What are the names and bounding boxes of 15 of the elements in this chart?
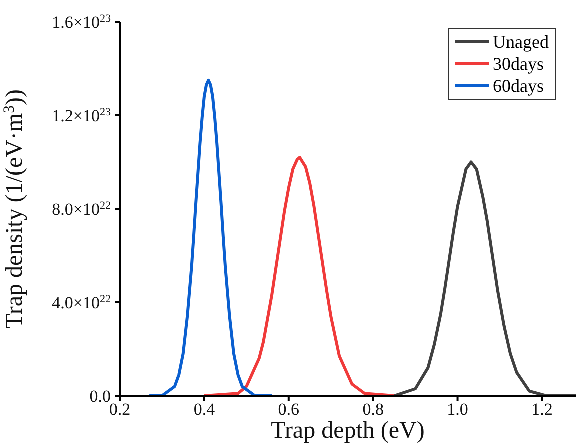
- y-tick-label: 1.2×10$^{23}$: [52, 106, 112, 126]
- x-tick-label: 0.6: [278, 400, 300, 420]
- x-tick-label: 0.8: [362, 400, 384, 420]
- x-tick-label: 0.4: [194, 400, 216, 420]
- legend-label: 30days: [493, 53, 544, 75]
- legend-label: 60days: [493, 75, 544, 97]
- y-tick-label: 8.0×10$^{22}$: [52, 200, 111, 219]
- x-tick-label: 1.0: [447, 400, 468, 420]
- y-tick-label: 0.0: [90, 387, 111, 406]
- y-tick-label: 1.6×10$^{23}$: [52, 13, 112, 32]
- y-tick-label: 4.0×10$^{22}$: [52, 294, 111, 312]
- x-tick-label: 0.2: [109, 400, 131, 420]
- x-axis-title: Trap depth (eV): [271, 418, 425, 444]
- legend-label: Unaged: [493, 31, 549, 53]
- x-tick-label: 1.2: [532, 400, 553, 420]
